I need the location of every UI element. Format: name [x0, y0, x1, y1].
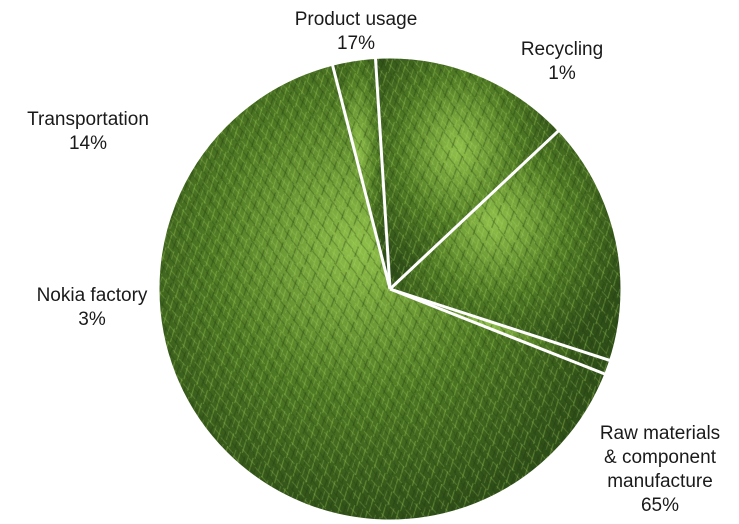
- slice-percent: 3%: [78, 309, 106, 330]
- slice-percent: 1%: [548, 63, 576, 84]
- slice-name-line: Nokia factory: [36, 285, 148, 306]
- grass-texture: [390, 130, 623, 361]
- slice-label-nokia-factory: Nokia factory 3%: [37, 284, 148, 332]
- slice-label-product-usage: Product usage 17%: [295, 8, 418, 56]
- slice-name-line: Raw materials: [599, 423, 721, 444]
- slice-percent: 17%: [336, 33, 376, 54]
- slice-percent: 14%: [68, 133, 108, 154]
- pie-outline: [156, 55, 624, 523]
- slice-name-line: & component: [604, 447, 716, 468]
- slice-separator-line: [389, 287, 612, 363]
- slice-separator-line: [330, 63, 392, 290]
- grass-texture: [157, 64, 606, 522]
- slice-separator-line: [389, 287, 607, 376]
- slice-name-line: Product usage: [294, 9, 418, 30]
- slice-label-recycling: Recycling 1%: [521, 38, 603, 86]
- slice-separator-line: [388, 129, 561, 291]
- slice-label-transportation: Transportation 14%: [27, 108, 149, 156]
- slice-separator-line: [373, 57, 392, 290]
- slice-name-line: manufacture: [607, 471, 713, 492]
- slice-name-line: Transportation: [27, 109, 149, 130]
- slice-percent: 65%: [640, 495, 680, 516]
- slice-label-raw-materials-and-component-manufacture: Raw materials & component manufacture 65%: [600, 422, 720, 518]
- grass-texture: [375, 57, 560, 289]
- slice-name-line: Recycling: [520, 39, 604, 60]
